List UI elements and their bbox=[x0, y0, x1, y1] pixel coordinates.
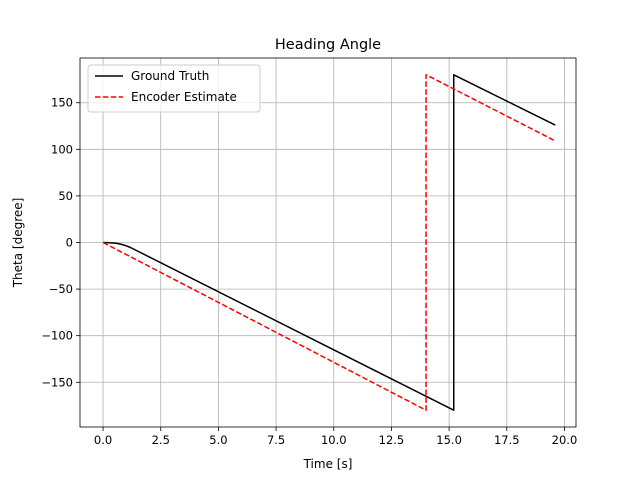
chart-title: Heading Angle bbox=[275, 37, 381, 53]
y-axis-label: Theta [degree] bbox=[11, 198, 25, 289]
legend-label: Encoder Estimate bbox=[131, 90, 237, 104]
x-tick-label: 10.0 bbox=[321, 433, 347, 447]
y-tick-label: −150 bbox=[41, 375, 73, 389]
y-tick-label: −50 bbox=[49, 282, 73, 296]
x-tick-label: 0.0 bbox=[94, 433, 112, 447]
series-layer bbox=[102, 74, 556, 411]
y-tick-label: 150 bbox=[51, 96, 73, 110]
x-tick-label: 15.0 bbox=[436, 433, 462, 447]
y-tick-label: −100 bbox=[41, 329, 73, 343]
x-tick-label: 17.5 bbox=[494, 433, 520, 447]
legend: Ground Truth Encoder Estimate bbox=[87, 64, 261, 113]
x-axis-label: Time [s] bbox=[303, 457, 353, 471]
y-tick-label: 50 bbox=[58, 189, 73, 203]
x-tick-label: 20.0 bbox=[552, 433, 578, 447]
y-tick-label: 100 bbox=[51, 142, 73, 156]
ticks: 0.0 2.5 5.0 7.5 10.0 12.5 15.0 17.5 20.0 −150 −100… bbox=[41, 96, 577, 447]
series-line-1 bbox=[103, 74, 556, 411]
legend-label: Ground Truth bbox=[131, 69, 209, 83]
grid bbox=[80, 58, 576, 427]
x-tick-label: 5.0 bbox=[209, 433, 227, 447]
x-tick-label: 7.5 bbox=[267, 433, 285, 447]
legend-box bbox=[87, 64, 261, 113]
x-tick-label: 12.5 bbox=[379, 433, 405, 447]
x-tick-label: 2.5 bbox=[152, 433, 170, 447]
y-tick-label: 0 bbox=[66, 236, 73, 250]
series-line-2 bbox=[102, 74, 556, 411]
